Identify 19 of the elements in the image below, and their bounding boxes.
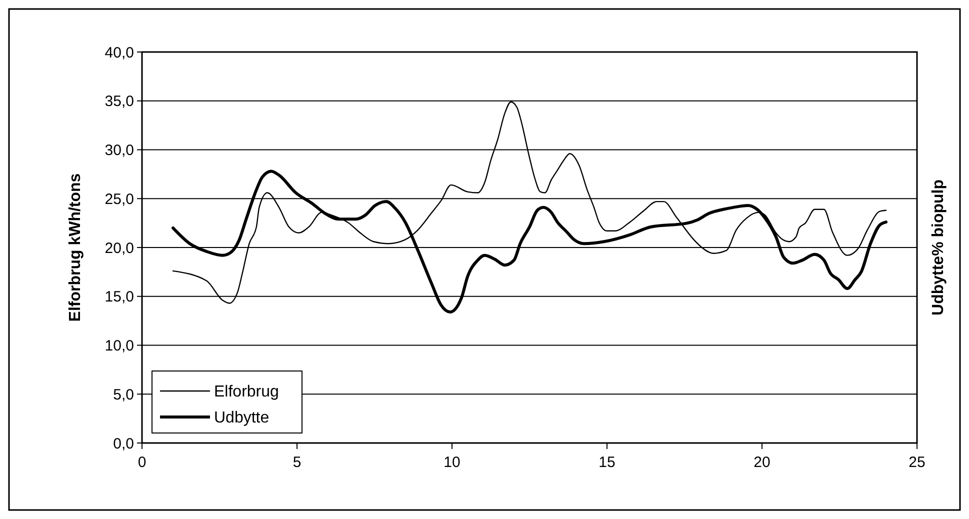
y-tick-label: 35,0 [104, 93, 134, 110]
x-tick-label: 10 [444, 454, 460, 471]
y-tick-label: 30,0 [104, 142, 134, 159]
x-tick-label: 25 [908, 454, 926, 471]
x-tick-label: 15 [598, 454, 616, 471]
y-axis-title: Elforbrug kWh/tons [67, 173, 84, 322]
y-tick-label: 5,0 [113, 386, 134, 404]
legend-label: Elforbrug [214, 384, 279, 401]
x-tick-label: 0 [138, 454, 146, 471]
x-tick-label: 20 [754, 454, 770, 471]
y-tick-label: 0,0 [113, 435, 134, 452]
x-tick-label: 5 [292, 454, 302, 471]
y-tick-label: 25,0 [104, 190, 134, 208]
y-tick-label: 40,0 [104, 44, 134, 62]
legend-label: Udbytte [214, 410, 270, 427]
y-tick-label: 15,0 [104, 288, 134, 306]
y-tick-label: 10,0 [104, 338, 134, 354]
y2-axis-title: Udbytte% biopulp [930, 179, 947, 316]
y-tick-label: 20,0 [104, 240, 134, 257]
